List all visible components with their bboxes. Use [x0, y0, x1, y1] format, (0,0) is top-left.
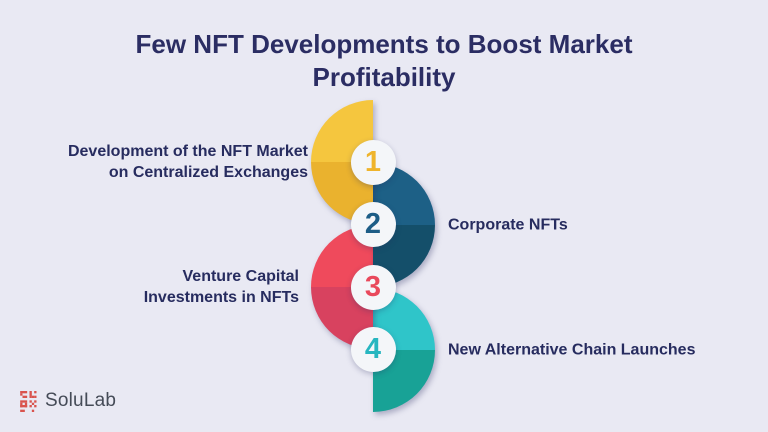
brand-name: SoluLab	[45, 390, 117, 411]
step-2-label: Corporate NFTs	[448, 216, 568, 233]
step-4-badge: 4	[350, 327, 396, 372]
step-4-label: New Alternative Chain Launches	[448, 341, 696, 358]
infographic-title: Few NFT Developments to Boost Market Pro…	[135, 29, 633, 92]
step-3-label: Venture Capital Investments in NFTs	[143, 268, 299, 306]
step-2-badge: 2	[350, 202, 396, 247]
step-1-label: Development of the NFT Market on Central…	[67, 143, 308, 181]
step-3-badge: 3	[350, 264, 396, 310]
solulab-logo-icon	[20, 390, 37, 412]
step-1-badge: 1	[350, 139, 396, 185]
brand-footer: SoluLab	[20, 390, 116, 412]
